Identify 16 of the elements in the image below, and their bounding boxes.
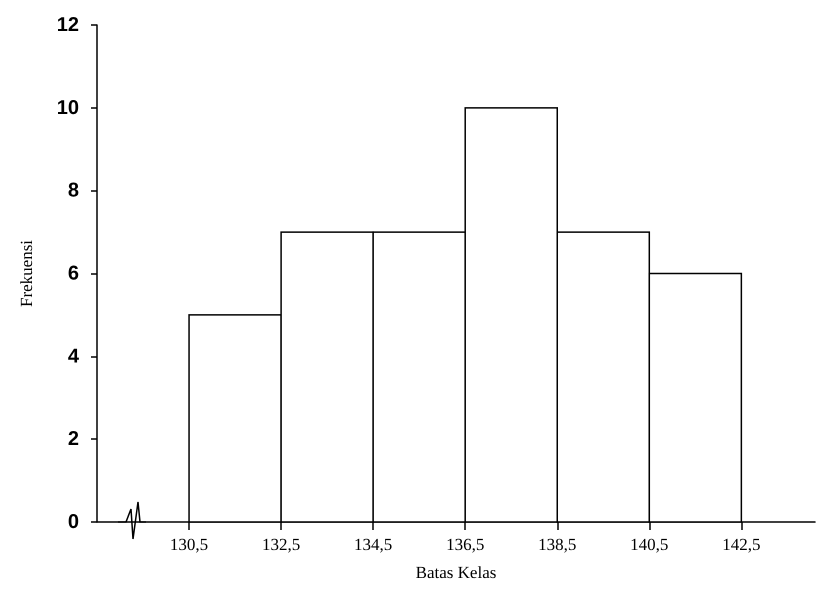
x-tick-label: 132,5 bbox=[262, 535, 300, 554]
x-tick-label: 140,5 bbox=[630, 535, 668, 554]
x-tick-label: 134,5 bbox=[354, 535, 392, 554]
y-tick-label: 4 bbox=[68, 345, 80, 368]
y-tick-label: 10 bbox=[56, 96, 79, 119]
x-tick-label: 136,5 bbox=[446, 535, 484, 554]
y-tick-label: 8 bbox=[68, 180, 79, 202]
x-tick-label: 138,5 bbox=[538, 535, 576, 554]
y-tick-label: 2 bbox=[68, 428, 79, 450]
y-tick-label: 0 bbox=[68, 511, 79, 533]
x-tick-label: 130,5 bbox=[170, 535, 208, 554]
y-axis-title: Frekuensi bbox=[17, 240, 36, 308]
y-tick-label: 12 bbox=[56, 14, 79, 36]
y-tick-label: 6 bbox=[68, 262, 79, 284]
x-tick-label: 142,5 bbox=[722, 535, 760, 554]
x-axis-title: Batas Kelas bbox=[416, 563, 496, 582]
